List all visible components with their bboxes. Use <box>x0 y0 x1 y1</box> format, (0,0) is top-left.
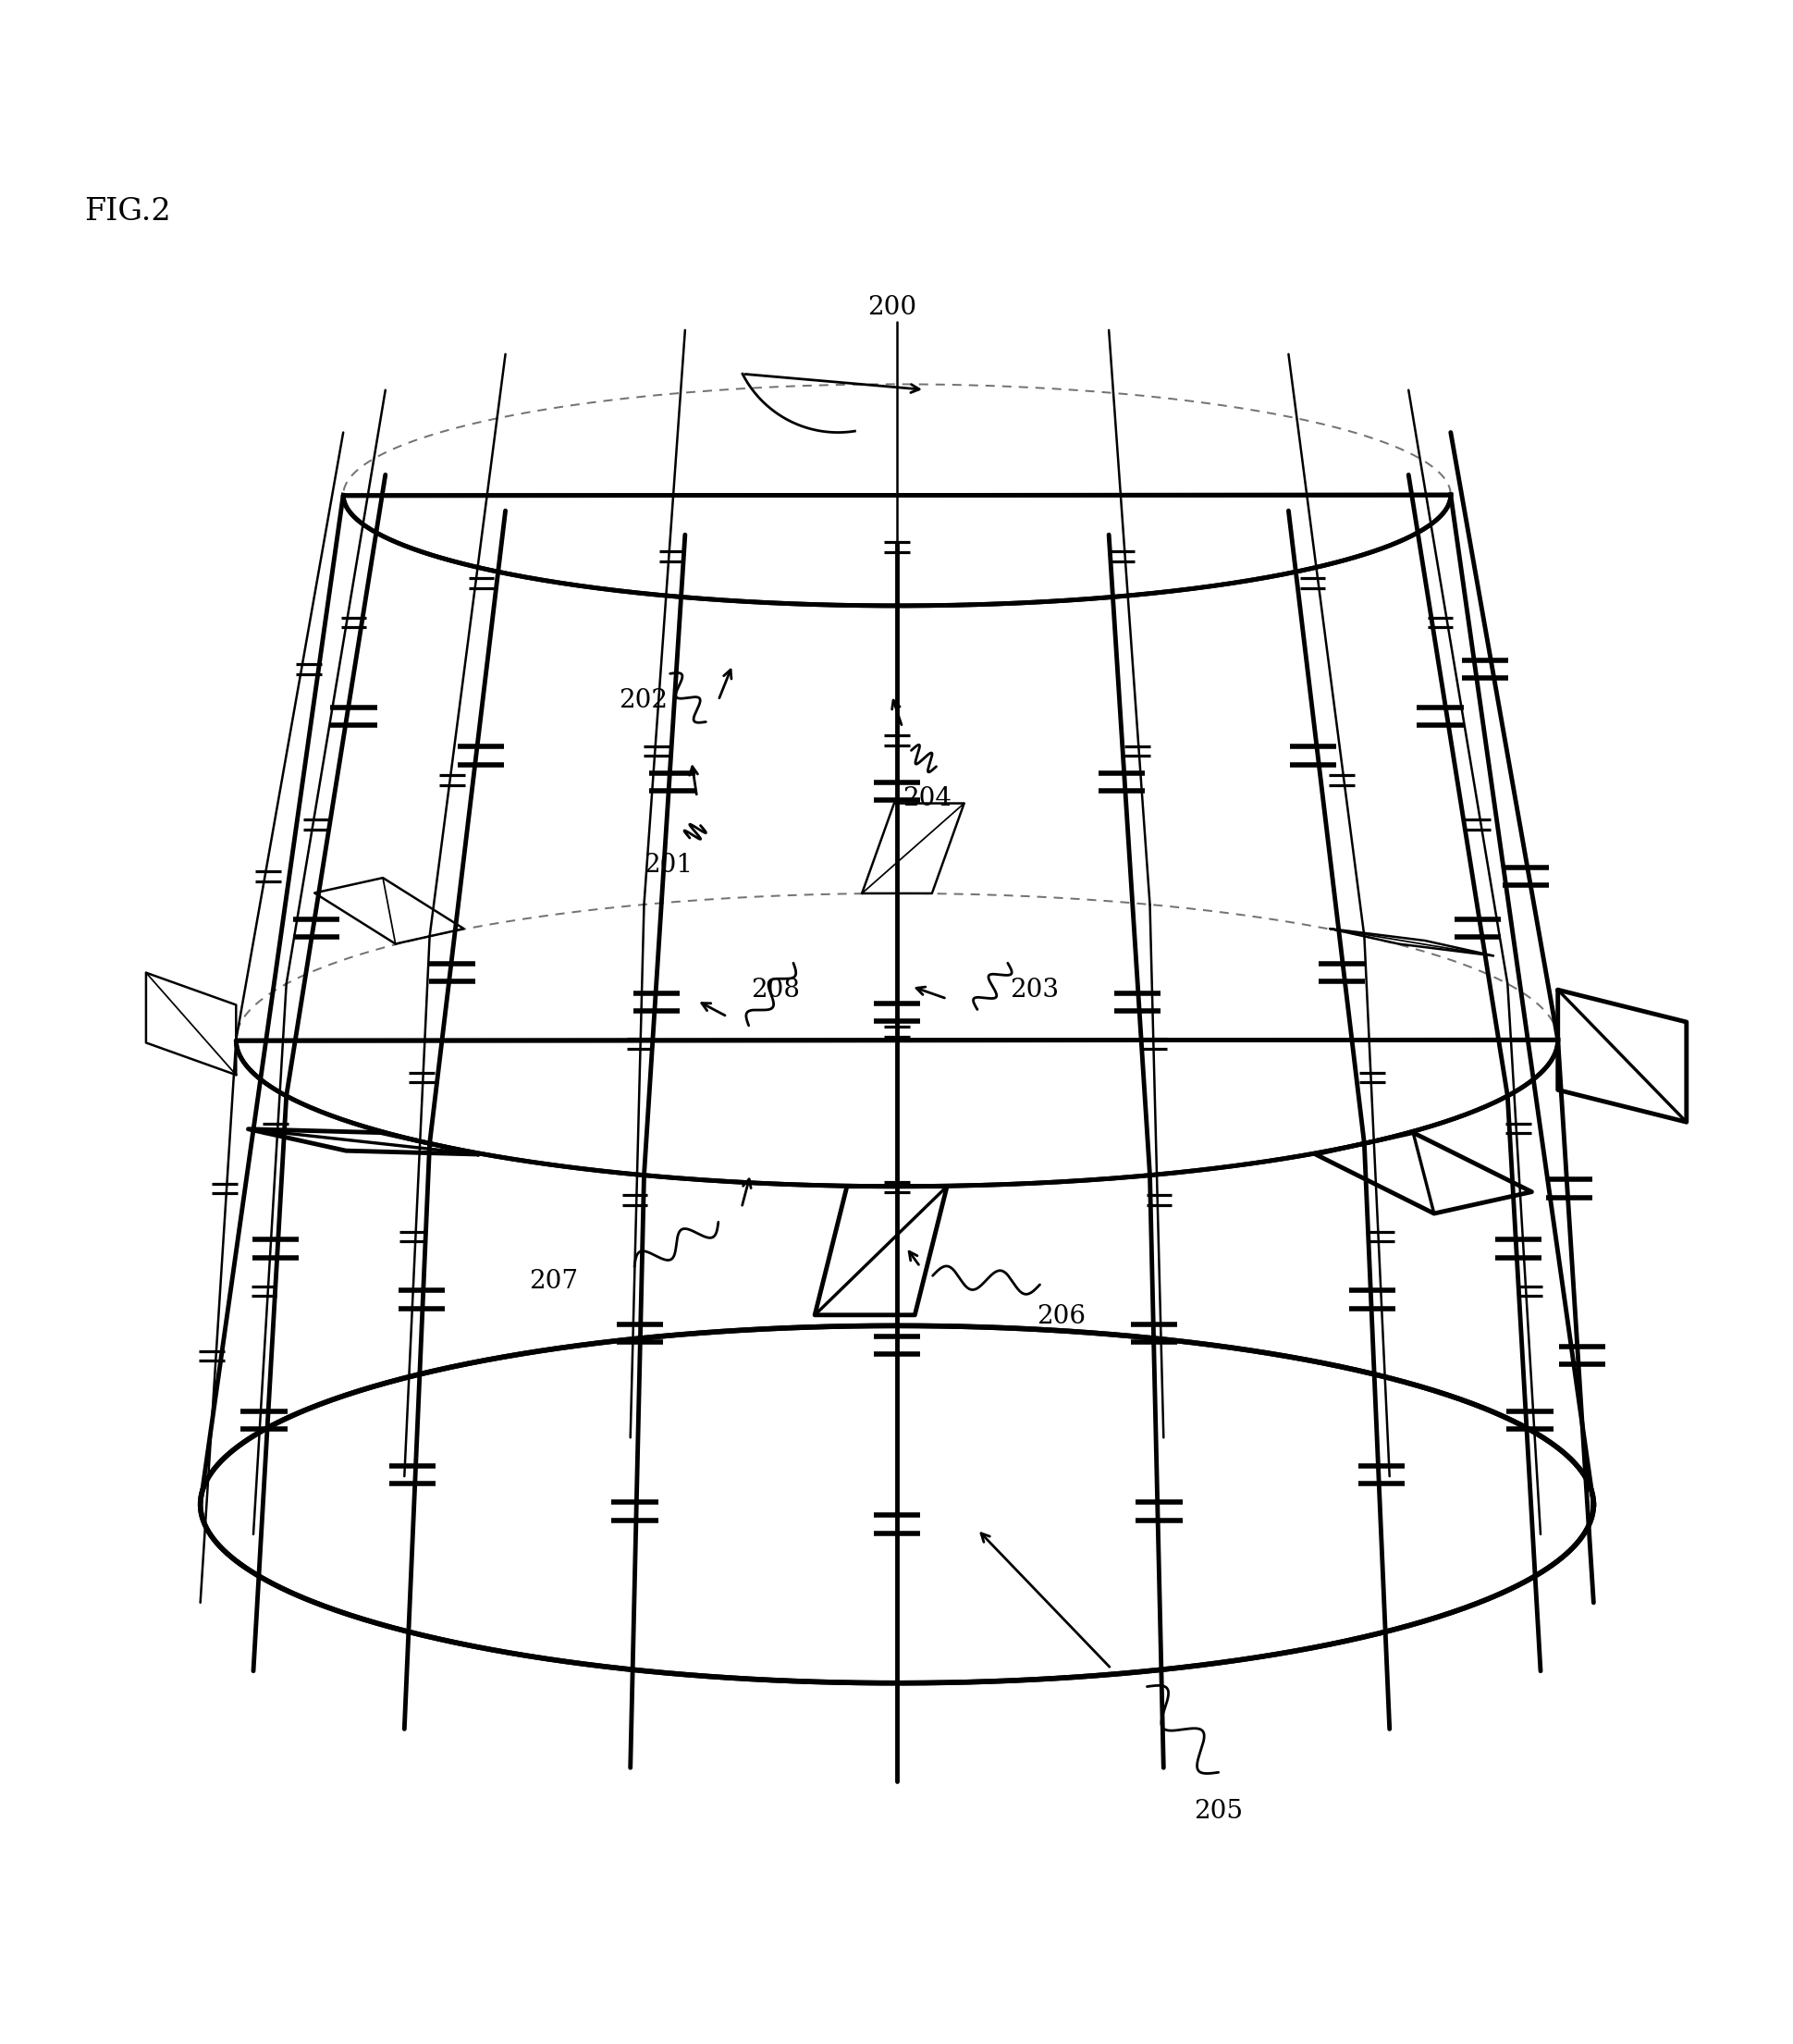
Text: 206: 206 <box>1036 1304 1085 1329</box>
Text: 208: 208 <box>751 977 800 1002</box>
Text: 201: 201 <box>644 852 692 877</box>
Text: FIG.2: FIG.2 <box>84 196 170 227</box>
Text: 205: 205 <box>1194 1799 1243 1823</box>
Text: 200: 200 <box>866 294 916 319</box>
Text: 207: 207 <box>529 1269 579 1294</box>
Text: 202: 202 <box>619 689 667 713</box>
Text: 203: 203 <box>1009 977 1058 1002</box>
Text: 204: 204 <box>902 787 952 811</box>
